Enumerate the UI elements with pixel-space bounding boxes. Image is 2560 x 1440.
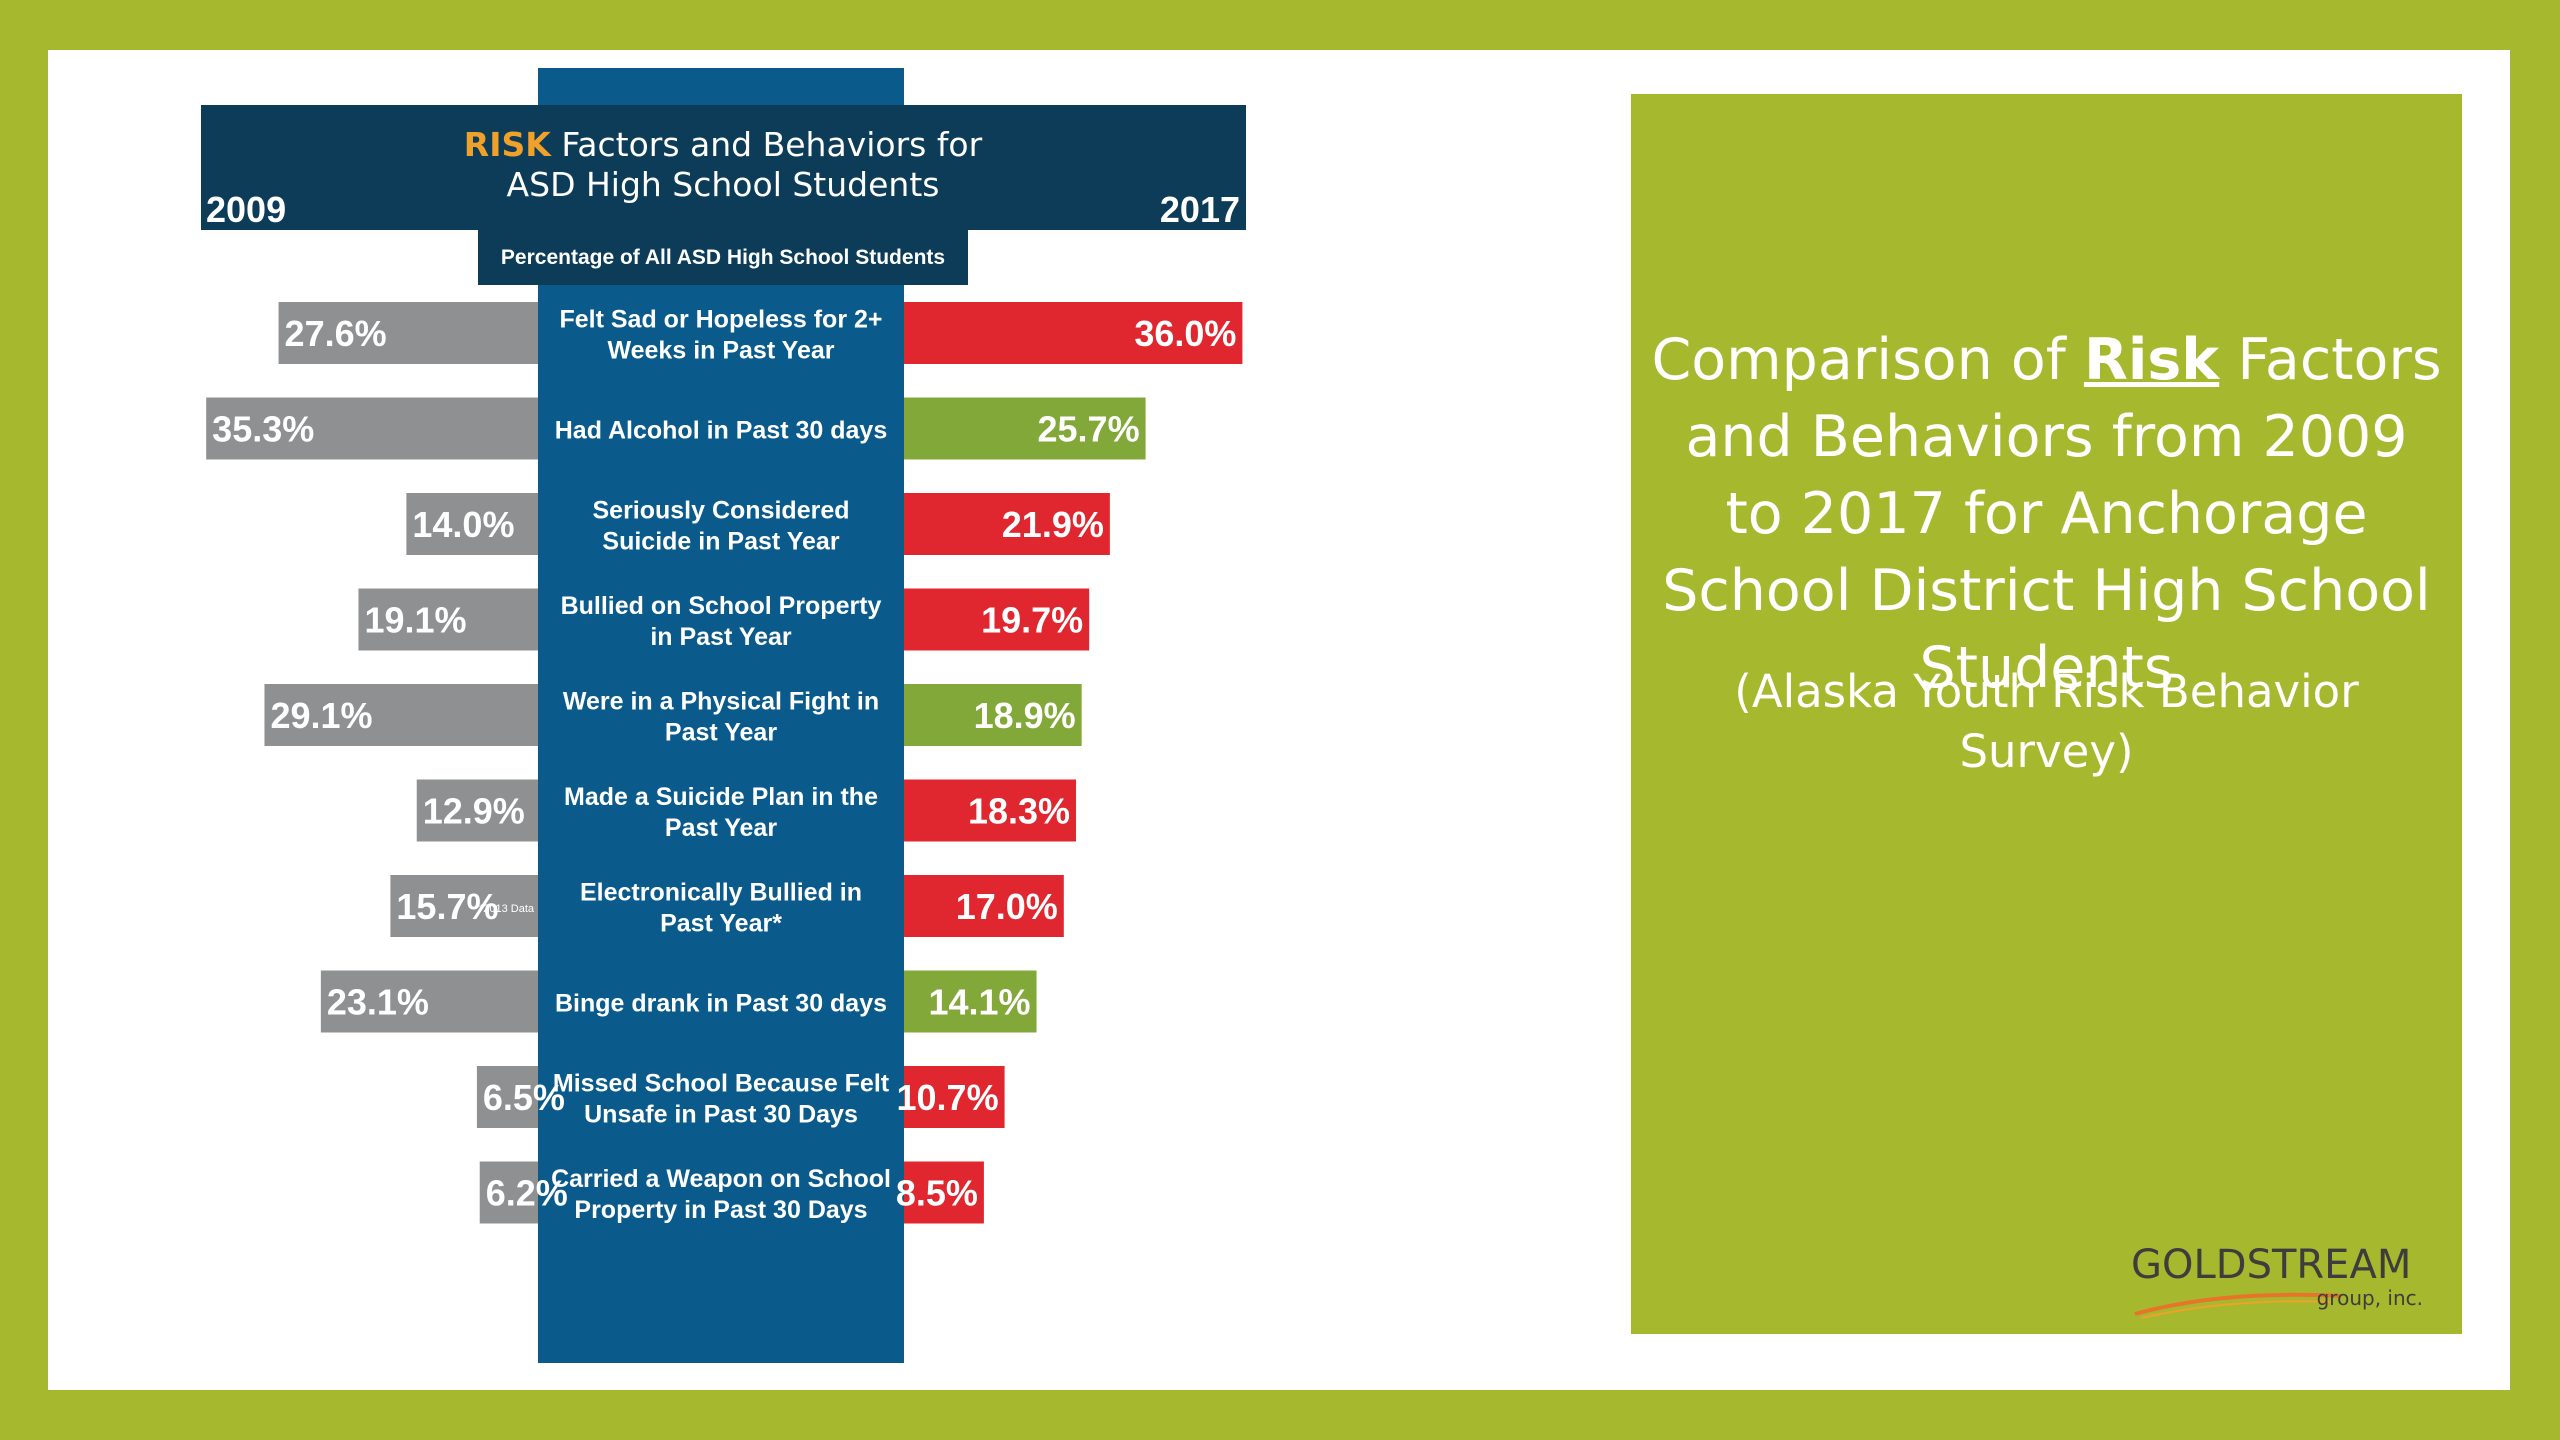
chart-title-rest: Factors and Behaviors for — [561, 125, 982, 164]
bar-2009 — [358, 588, 538, 651]
chart-title-line1: RISK Factors and Behaviors for — [464, 125, 983, 164]
bar-2009 — [390, 875, 538, 937]
bar-2017 — [904, 684, 1082, 746]
bar-2017 — [904, 1066, 1005, 1128]
value-label-2009: 27.6% — [285, 313, 387, 354]
bar-2017 — [904, 397, 1146, 460]
goldstream-logo: GOLDSTREAM group, inc. — [2131, 1242, 2431, 1322]
panel-title-risk: Risk — [2083, 327, 2220, 393]
bar-2017 — [904, 875, 1064, 937]
value-label-2017: 14.1% — [928, 982, 1030, 1023]
value-label-2017: 19.7% — [981, 600, 1083, 641]
logo-name: GOLDSTREAM — [2131, 1242, 2412, 1288]
value-label-2017: 17.0% — [956, 886, 1058, 927]
value-label-2017: 18.9% — [974, 695, 1076, 736]
value-label-2009: 6.5% — [483, 1077, 565, 1118]
slide: RISK Factors and Behaviors for ASD High … — [48, 50, 2510, 1390]
category-label: Binge drank in Past 30 days — [555, 990, 887, 1018]
bar-2009 — [320, 970, 538, 1033]
bar-2017 — [904, 970, 1037, 1033]
bar-2009 — [479, 1161, 538, 1224]
value-label-2017: 10.7% — [897, 1077, 999, 1118]
header-banner — [201, 105, 1246, 230]
chart-title-line2: ASD High School Students — [507, 165, 940, 204]
category-label: Carried a Weapon on School Property in Pa… — [551, 1165, 891, 1224]
bar-2009 — [406, 493, 538, 555]
bar-2009 — [264, 684, 538, 746]
value-label-2009: 12.9% — [423, 791, 525, 832]
logo-sub: group, inc. — [2316, 1286, 2423, 1310]
value-label-2009: 6.2% — [486, 1173, 568, 1214]
panel-subtitle: (Alaska Youth Risk Behavior Survey) — [1734, 665, 2359, 778]
chart-title-risk: RISK — [464, 125, 552, 164]
category-label: Felt Sad or Hopeless for 2+ Weeks in Past… — [559, 306, 882, 365]
value-label-2009: 29.1% — [270, 695, 372, 736]
value-label-2017: 25.7% — [1038, 409, 1140, 450]
logo-swoosh-icon — [2134, 1292, 2342, 1319]
category-label: Seriously Considered Suicide in Past Year — [592, 497, 849, 556]
category-label: Electronically Bullied in Past Year* — [580, 879, 862, 938]
category-label: Had Alcohol in Past 30 days — [555, 417, 888, 445]
bar-2009 — [278, 302, 538, 364]
footnote-2013-data: *2013 Data — [479, 903, 535, 915]
value-label-2017: 36.0% — [1134, 313, 1236, 354]
value-label-2009: 19.1% — [364, 600, 466, 641]
value-label-2017: 21.9% — [1002, 504, 1104, 545]
bar-2009 — [476, 1066, 538, 1128]
risk-factors-chart: RISK Factors and Behaviors for ASD High … — [201, 68, 1246, 1363]
value-label-2009: 14.0% — [412, 504, 514, 545]
year-label-right: 2017 — [1160, 189, 1240, 230]
value-label-2009: 15.7% — [396, 886, 498, 927]
bar-2017 — [904, 302, 1243, 364]
value-label-2017: 18.3% — [968, 791, 1070, 832]
panel-title: Comparison of Risk Factors and Behaviors… — [1651, 322, 2442, 707]
category-label: Were in a Physical Fight in Past Year — [563, 688, 879, 747]
bars-layer: 27.6% 36.0% Felt Sad or Hopeless for 2+ Wee… — [206, 302, 1243, 1224]
bar-2017 — [904, 493, 1110, 555]
category-label: Made a Suicide Plan in the Past Year — [564, 783, 878, 842]
chart-subtitle: Percentage of All ASD High School Studen… — [501, 246, 945, 269]
bar-2009 — [206, 397, 538, 460]
bar-2017 — [904, 1161, 984, 1224]
category-label: Bullied on School Property in Past Year — [561, 592, 882, 651]
bar-2017 — [904, 779, 1077, 842]
value-label-2009: 35.3% — [212, 409, 314, 450]
bar-2017 — [904, 588, 1090, 651]
value-label-2017: 8.5% — [896, 1173, 978, 1214]
panel-title-part1: Comparison of — [1651, 327, 2084, 393]
subtitle-box — [478, 230, 968, 285]
bar-2009 — [416, 779, 538, 842]
year-label-left: 2009 — [206, 189, 286, 230]
panel-title-part2: Factors and Behaviors from 2009 to 2017 … — [1662, 327, 2442, 701]
category-label: Missed School Because Felt Unsafe in Past… — [553, 1070, 890, 1129]
side-panel: Comparison of Risk Factors and Behaviors… — [1631, 94, 2462, 1334]
value-label-2009: 23.1% — [327, 982, 429, 1023]
